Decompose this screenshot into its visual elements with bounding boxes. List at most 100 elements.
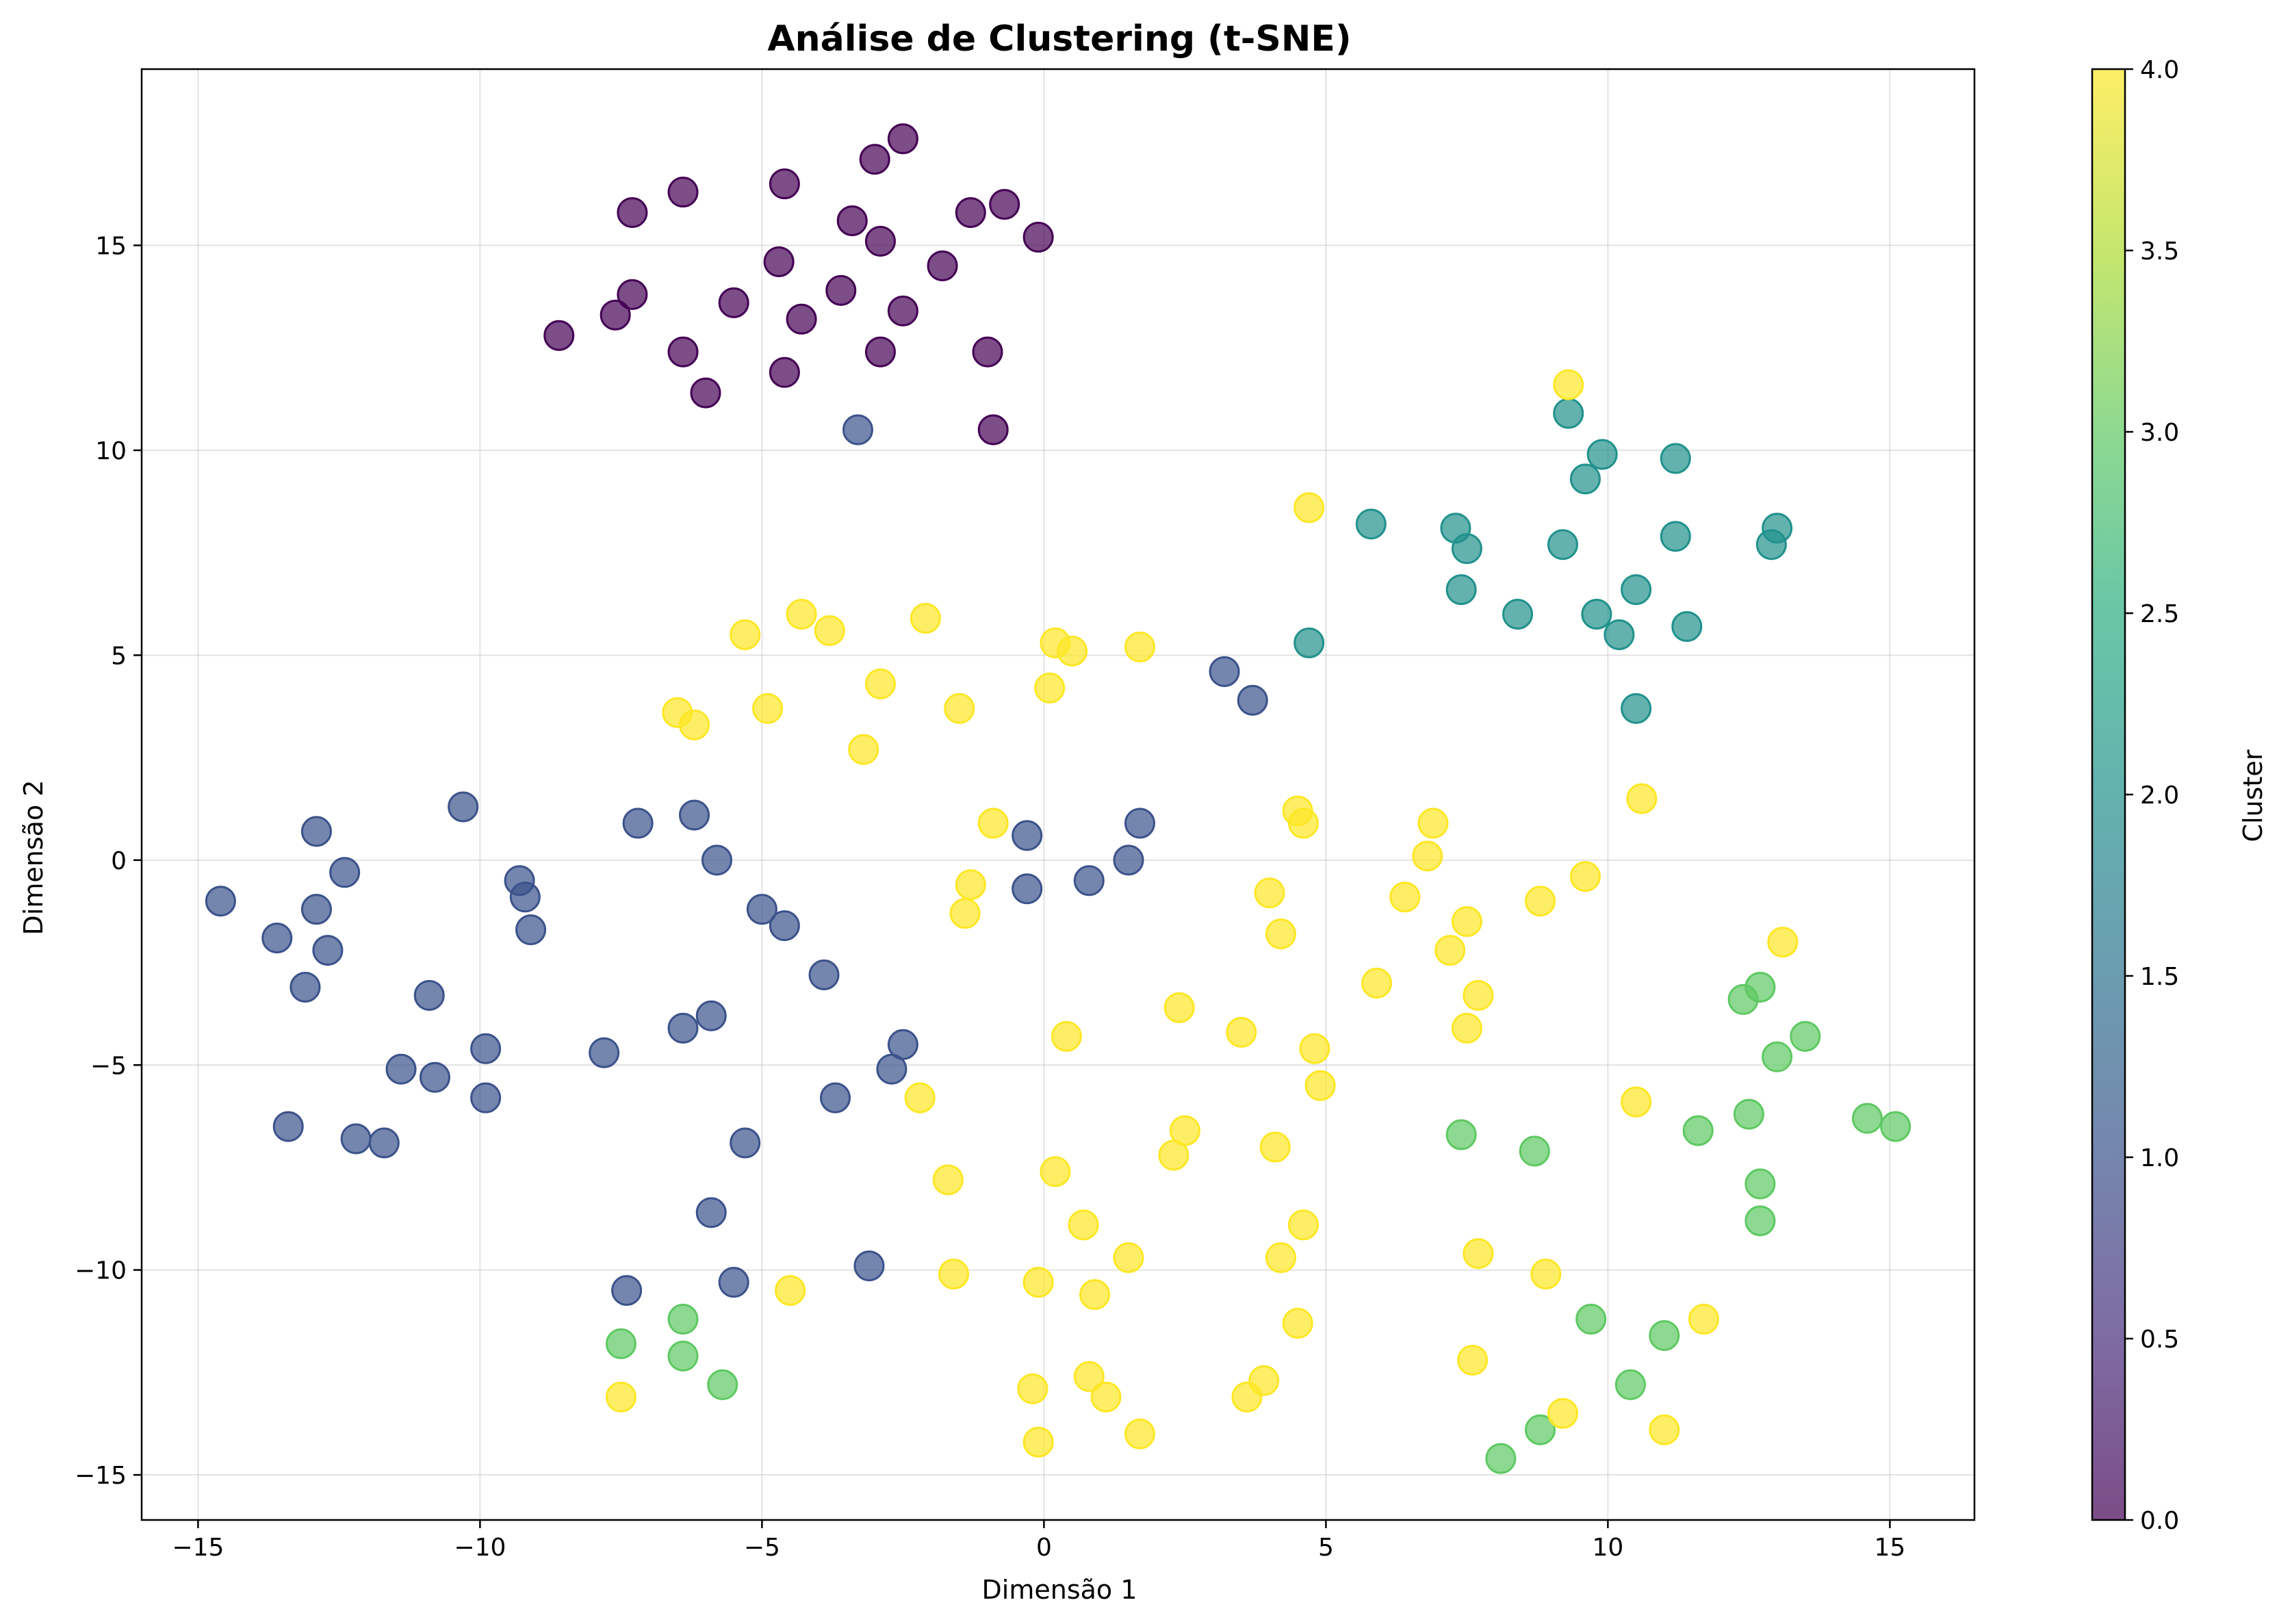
data-point-cluster-4 [1626,783,1658,814]
colorbar-tick-label: 0.0 [2140,1507,2179,1535]
data-point-cluster-1 [272,1111,304,1142]
data-point-cluster-4 [1457,1344,1489,1376]
data-point-cluster-1 [205,886,236,917]
data-point-cluster-4 [775,1275,806,1306]
y-tick-label: 0 [111,847,127,875]
data-point-cluster-1 [746,894,777,925]
data-point-cluster-0 [859,144,890,175]
y-axis-label: Dimensão 2 [18,780,49,936]
data-point-cluster-3 [1880,1111,1911,1142]
data-point-cluster-4 [786,598,817,630]
x-axis-label: Dimensão 1 [982,1575,1137,1605]
data-point-cluster-2 [1502,598,1534,630]
data-point-cluster-3 [707,1369,738,1400]
data-point-cluster-4 [1530,1259,1562,1290]
data-point-cluster-3 [1519,1135,1550,1167]
data-point-cluster-4 [1299,1033,1330,1064]
colorbar-tick-label: 4.0 [2140,56,2179,84]
data-point-cluster-4 [1287,808,1319,839]
data-point-cluster-0 [972,336,1003,368]
data-point-cluster-1 [1073,865,1105,897]
data-point-cluster-1 [1012,873,1043,905]
data-point-cluster-1 [842,414,873,446]
data-point-cluster-1 [1012,820,1043,851]
data-point-cluster-1 [312,935,344,966]
y-tick-label: −10 [75,1257,127,1285]
colorbar-tick-label: 1.0 [2140,1144,2179,1172]
data-point-cluster-0 [786,303,817,335]
data-point-cluster-3 [1733,1098,1764,1130]
data-point-cluster-2 [1660,443,1691,474]
y-tick-label: 15 [95,233,127,261]
data-point-cluster-1 [718,1267,749,1298]
data-point-cluster-4 [1412,840,1443,872]
data-point-cluster-0 [864,336,896,368]
data-point-cluster-1 [448,791,479,823]
data-point-cluster-4 [1051,1020,1082,1052]
data-point-cluster-4 [977,808,1009,839]
data-point-cluster-4 [932,1164,964,1196]
data-points [205,123,1911,1474]
data-point-cluster-4 [1361,967,1393,998]
data-point-cluster-4 [1254,877,1285,909]
colorbar: 0.0 0.5 1.0 1.5 2.0 2.5 3.0 3.5 4.0 [2091,56,2179,1535]
grid-lines [142,69,1974,1520]
data-point-cluster-4 [679,709,710,740]
data-point-cluster-0 [617,197,648,229]
data-point-cluster-1 [589,1037,620,1068]
data-point-cluster-0 [600,299,631,331]
data-point-cluster-4 [1265,918,1296,950]
data-point-cluster-3 [1744,1205,1776,1237]
data-point-cluster-4 [1090,1381,1122,1413]
data-point-cluster-0 [887,123,918,155]
data-point-cluster-4 [904,1082,936,1113]
data-point-cluster-4 [1293,492,1325,524]
data-point-cluster-4 [1688,1304,1719,1335]
data-point-cluster-4 [1525,886,1556,917]
data-point-cluster-4 [752,693,784,724]
data-point-cluster-4 [1079,1279,1111,1311]
data-point-cluster-2 [1586,439,1618,470]
colorbar-tick-label: 2.5 [2140,600,2179,628]
data-point-cluster-0 [718,287,749,318]
colorbar-gradient [2092,69,2125,1520]
x-tick-label: 15 [1874,1534,1905,1562]
data-point-cluster-0 [769,357,800,388]
data-point-cluster-1 [509,881,541,913]
data-point-cluster-0 [836,205,868,237]
data-point-cluster-4 [1057,635,1088,667]
y-tick-label: −5 [90,1052,127,1080]
data-point-cluster-1 [470,1033,502,1064]
data-point-cluster-3 [1445,1119,1477,1150]
data-point-cluster-1 [413,979,445,1011]
data-point-cluster-4 [944,693,975,724]
data-point-cluster-1 [1237,684,1268,716]
data-point-cluster-0 [977,414,1009,446]
data-point-cluster-1 [769,910,800,942]
data-point-cluster-4 [1068,1209,1099,1241]
data-point-cluster-4 [1553,369,1584,400]
data-point-cluster-2 [1355,508,1387,540]
data-point-cluster-3 [1525,1414,1556,1445]
data-point-cluster-4 [1649,1414,1680,1445]
data-point-cluster-3 [667,1340,699,1371]
data-point-cluster-4 [1226,1016,1257,1048]
data-point-cluster-0 [617,279,648,310]
y-tick-label: 5 [111,642,127,670]
axes: −15 −10 −5 0 5 10 15 −15 −10 −5 0 5 10 15 [75,68,1976,1562]
data-point-cluster-4 [605,1381,636,1413]
data-point-cluster-4 [1040,1156,1071,1187]
data-point-cluster-4 [1158,1139,1189,1171]
data-point-cluster-0 [667,336,699,368]
data-point-cluster-0 [763,246,795,277]
data-point-cluster-4 [1304,1070,1336,1101]
data-point-cluster-0 [864,226,896,257]
data-point-cluster-0 [667,177,699,208]
data-point-cluster-1 [470,1082,502,1113]
data-point-cluster-2 [1445,574,1477,606]
data-point-cluster-2 [1755,529,1787,560]
data-point-cluster-1 [695,1197,727,1228]
data-point-cluster-4 [1022,1426,1054,1458]
data-point-cluster-0 [955,197,986,229]
